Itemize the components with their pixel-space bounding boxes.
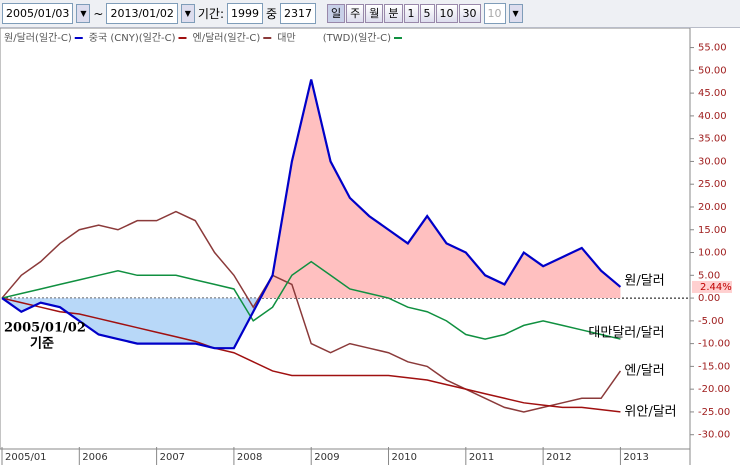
- y-tick-label: 30.00: [698, 156, 727, 167]
- period-input[interactable]: 1999: [227, 3, 263, 24]
- period-button[interactable]: 월: [365, 4, 384, 23]
- y-tick-label: 5.00: [698, 270, 720, 281]
- x-tick-label: 2007: [160, 452, 185, 463]
- legend-label: (TWD)(일간-C): [323, 32, 391, 44]
- toolbar: 2005/01/03 ▼ ~ 2013/01/02 ▼ 기간: 1999 중 231…: [0, 0, 740, 28]
- y-tick-label: 50.00: [698, 65, 727, 76]
- y-tick-label: -20.00: [698, 384, 730, 395]
- series-line: [1, 79, 622, 350]
- y-tick-label: 15.00: [698, 225, 727, 236]
- legend-label: 대만: [277, 32, 295, 44]
- y-tick-label: 55.00: [698, 43, 727, 54]
- period-button[interactable]: 1: [403, 4, 419, 23]
- end-date[interactable]: 2013/01/02: [106, 3, 178, 24]
- x-tick-label: 2006: [82, 452, 107, 463]
- x-tick-label: 2010: [392, 452, 417, 463]
- y-tick-label: 40.00: [698, 111, 727, 122]
- y-tick-label: 35.00: [698, 134, 727, 145]
- y-tick-label: 20.00: [698, 202, 727, 213]
- series-line: [1, 260, 621, 340]
- period-button[interactable]: 일: [327, 4, 346, 23]
- y-tick-label: -5.00: [698, 316, 724, 327]
- buttons: 일 주 월 분 1 5 10 30: [327, 4, 481, 23]
- area-positive: [2, 79, 621, 299]
- y-tick-label: -15.00: [698, 361, 730, 372]
- of-label: 중: [266, 7, 278, 21]
- period-button[interactable]: 30: [458, 4, 481, 23]
- base-label: 2005/01/02: [4, 321, 86, 336]
- y-tick-label: 0.00: [698, 293, 720, 304]
- last-value-box: [692, 280, 732, 293]
- series-line: [1, 297, 621, 413]
- series-label: 엔/달러: [624, 363, 664, 378]
- dropdown[interactable]: ▼: [180, 4, 195, 23]
- dropdown[interactable]: ▼: [508, 4, 523, 23]
- y-tick-label: 25.00: [698, 179, 727, 190]
- chart: 원/달러(일간-C) 중국 (CNY)(일간-C) 엔/달러(일간-C) 대만 (TWD…: [0, 28, 732, 465]
- series-label: 위안/달러: [624, 404, 676, 419]
- period-label: 기간:: [197, 7, 224, 21]
- x-tick-label: 2012: [546, 452, 571, 463]
- series-label: 원/달러: [624, 273, 664, 288]
- period-button[interactable]: 10: [435, 4, 458, 23]
- y-tick-label: -25.00: [698, 407, 730, 418]
- x-tick-label: 2005/01: [5, 452, 47, 463]
- y-tick-label: 45.00: [698, 88, 727, 99]
- last-value-label: 2.44%: [700, 282, 732, 293]
- tilde: ~: [93, 6, 104, 21]
- legend-label: 중국 (CNY)(일간-C): [89, 32, 176, 44]
- y-tick-label: -30.00: [698, 430, 730, 441]
- base-label: 기준: [30, 337, 54, 352]
- period-button[interactable]: 5: [419, 4, 435, 23]
- x-tick-label: 2008: [237, 452, 262, 463]
- dropdown[interactable]: ▼: [76, 4, 91, 23]
- x-tick-label: 2011: [469, 452, 494, 463]
- count-input[interactable]: 10: [483, 3, 506, 24]
- series-label: 대만달러/달러: [588, 326, 664, 341]
- x-tick-label: 2009: [314, 452, 339, 463]
- y-tick-label: 10.00: [698, 248, 727, 259]
- total-input[interactable]: 2317: [280, 3, 317, 24]
- period-button[interactable]: 분: [384, 4, 403, 23]
- legend-label: 엔/달러(일간-C): [193, 32, 261, 44]
- period-button[interactable]: 주: [346, 4, 365, 23]
- start-date[interactable]: 2005/01/03: [2, 3, 74, 24]
- x-tick-label: 2013: [623, 452, 648, 463]
- y-tick-label: -10.00: [698, 339, 730, 350]
- legend-label: 원/달러(일간-C): [4, 32, 72, 44]
- series-line: [1, 210, 622, 413]
